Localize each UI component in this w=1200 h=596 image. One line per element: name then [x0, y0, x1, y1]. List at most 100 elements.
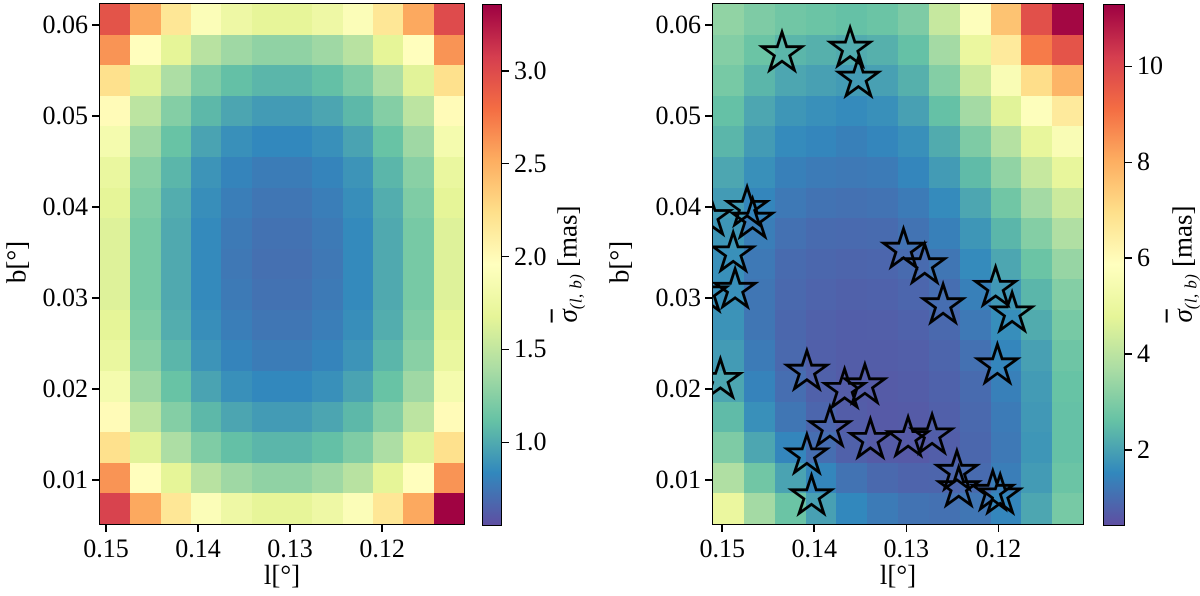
heatmap-cell	[433, 156, 465, 189]
heatmap-cell	[867, 340, 899, 372]
y-tick-label: 0.03	[42, 282, 89, 312]
heatmap-cell	[898, 493, 930, 525]
heatmap-cell	[959, 432, 992, 464]
heatmap-cell	[282, 187, 314, 219]
star-marker	[713, 264, 760, 311]
heatmap-cell	[774, 187, 807, 219]
heatmap-cell	[433, 432, 465, 464]
heatmap-cell	[191, 248, 223, 280]
heatmap-cell	[1052, 371, 1084, 403]
heatmap-cell	[433, 279, 465, 311]
heatmap-cell	[342, 493, 374, 525]
heatmap-cell	[805, 95, 838, 128]
heatmap-cell	[282, 279, 314, 311]
heatmap-cell	[959, 126, 992, 158]
heatmap-cell	[221, 218, 253, 250]
colorbar-tick	[1124, 449, 1132, 451]
heatmap-cell	[774, 371, 807, 403]
heatmap-cell	[743, 126, 776, 158]
heatmap-cell	[928, 34, 961, 66]
colorbar-tick	[501, 162, 509, 165]
heatmap-cell	[160, 95, 192, 128]
y-tick	[705, 388, 713, 390]
heatmap-cell	[867, 309, 899, 342]
heatmap-cell	[191, 218, 223, 250]
heatmap-cell	[774, 65, 807, 97]
heatmap-cell	[990, 156, 1023, 189]
heatmap-cell	[433, 218, 465, 250]
heatmap-cell	[373, 371, 405, 403]
heatmap-cell	[130, 187, 162, 219]
heatmap-cell	[433, 4, 465, 36]
y-tick-label: 0.03	[655, 282, 702, 312]
heatmap-cell	[774, 279, 807, 311]
star-marker	[932, 446, 982, 493]
heatmap-cell	[959, 248, 992, 280]
heatmap-cell	[403, 248, 435, 280]
heatmap-cell	[990, 432, 1023, 464]
colorbar-tick-label: 6	[1137, 243, 1150, 273]
heatmap-cell	[403, 218, 435, 250]
colorbar-unit: [mas]	[1167, 205, 1198, 274]
heatmap-cell	[191, 156, 223, 189]
x-tick	[813, 524, 815, 532]
heatmap-cell	[805, 248, 838, 280]
heatmap-cell	[774, 309, 807, 342]
star-marker	[713, 200, 735, 238]
heatmap-cell	[805, 156, 838, 189]
heatmap-cell	[713, 462, 745, 495]
heatmap-cell	[774, 156, 807, 189]
x-tick	[381, 524, 383, 532]
heatmap-cell	[990, 34, 1023, 66]
heatmap-cell	[312, 65, 344, 97]
colorbar-tick	[1124, 257, 1132, 259]
x-tick-label: 0.15	[83, 534, 129, 563]
heatmap-cell	[342, 371, 374, 403]
heatmap-cell	[191, 187, 223, 219]
heatmap-cell	[160, 156, 192, 189]
heatmap-cell	[403, 371, 435, 403]
colorbar-tick-label: 3.0	[514, 55, 547, 85]
heatmap-cell	[713, 126, 745, 158]
heatmap-cell	[251, 401, 283, 433]
x-tick	[289, 524, 291, 532]
heatmap-cell	[282, 34, 314, 66]
heatmap-cell	[959, 187, 992, 219]
heatmap-cell	[713, 34, 745, 66]
y-tick	[92, 115, 100, 117]
heatmap-cell	[836, 187, 868, 219]
star-marker	[722, 182, 772, 229]
heatmap-cell	[1052, 4, 1084, 36]
heatmap-cell	[990, 65, 1023, 97]
heatmap-cell	[928, 4, 961, 36]
heatmap-cell	[805, 126, 838, 158]
heatmap-cell	[805, 65, 838, 97]
heatmap-cell	[433, 401, 465, 433]
heatmap-cell	[373, 462, 405, 495]
colorbar-tick	[501, 70, 509, 72]
heatmap-cell	[403, 187, 435, 219]
heatmap-cell	[433, 493, 465, 525]
heatmap-cell	[221, 309, 253, 342]
heatmap-cell	[312, 432, 344, 464]
x-tick-label: 0.12	[359, 534, 405, 563]
heatmap-cell	[928, 371, 961, 403]
heatmap-cell	[221, 462, 253, 495]
star-marker	[883, 412, 933, 459]
star-marker	[782, 346, 832, 393]
heatmap-cell	[100, 187, 132, 219]
heatmap-cell	[990, 371, 1023, 403]
heatmap-cell	[312, 401, 344, 433]
heatmap-cell	[867, 462, 899, 495]
heatmap-cell	[928, 218, 961, 250]
heatmap-cell	[130, 34, 162, 66]
heatmap-cell	[130, 95, 162, 128]
heatmap-cell	[100, 4, 132, 36]
heatmap-cell	[1021, 65, 1053, 97]
heatmap-cell	[743, 4, 776, 36]
star-marker	[713, 227, 758, 274]
heatmap-cell	[221, 248, 253, 280]
heatmap-cell	[805, 309, 838, 342]
heatmap-cell	[100, 156, 132, 189]
heatmap-cell	[774, 401, 807, 433]
